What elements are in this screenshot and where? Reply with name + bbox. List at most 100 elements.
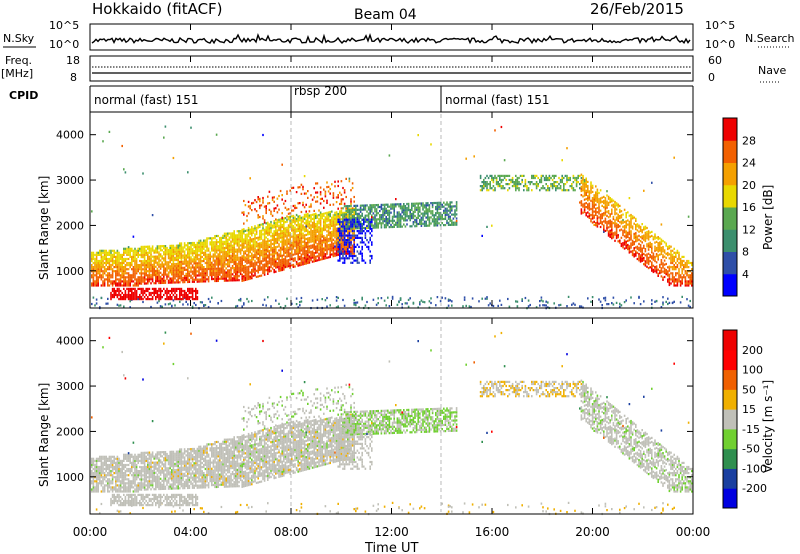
range-gate-cell: [361, 239, 363, 242]
range-gate-cell: [267, 246, 269, 249]
range-gate-cell: [199, 258, 202, 261]
range-gate-cell: [190, 250, 192, 253]
range-gate-cell: [118, 280, 120, 283]
range-gate-cell: [199, 272, 202, 275]
range-gate-cell: [515, 178, 517, 182]
range-gate-cell: [567, 178, 570, 182]
range-gate-cell: [279, 222, 282, 225]
range-gate-cell: [107, 272, 109, 275]
range-gate-cell: [219, 241, 221, 244]
range-gate-cell: [609, 231, 611, 234]
range-gate-cell: [358, 225, 360, 228]
range-gate-cell: [198, 243, 200, 246]
range-gate-cell: [396, 219, 399, 222]
range-gate-cell: [195, 303, 197, 307]
range-gate-cell: [182, 303, 184, 306]
range-gate-cell: [310, 220, 312, 223]
range-gate-cell: [227, 275, 229, 278]
range-gate-cell: [335, 250, 338, 253]
range-gate-cell: [150, 253, 152, 256]
range-gate-cell: [347, 223, 349, 226]
range-gate-cell: [108, 272, 111, 275]
range-gate-cell: [419, 214, 421, 217]
range-gate-cell: [323, 241, 325, 244]
range-gate-cell: [391, 225, 394, 229]
range-gate-cell: [235, 262, 237, 265]
range-gate-cell: [324, 190, 327, 193]
range-gate-cell: [265, 205, 267, 208]
range-gate-cell: [167, 281, 170, 284]
range-gate-cell: [239, 232, 242, 235]
range-gate-cell: [283, 225, 285, 228]
range-gate-cell: [327, 244, 330, 247]
range-gate-cell: [292, 225, 295, 228]
range-gate-cell: [307, 221, 309, 224]
range-gate-cell: [95, 278, 98, 281]
range-gate-cell: [167, 261, 170, 264]
range-gate-cell: [263, 245, 266, 248]
range-gate-cell: [126, 284, 128, 287]
range-gate-cell: [295, 297, 298, 300]
range-gate-cell: [233, 232, 235, 235]
range-gate-cell: [599, 300, 602, 303]
range-gate-cell: [347, 207, 349, 210]
range-gate-cell: [323, 222, 325, 226]
range-gate-cell: [435, 224, 437, 227]
range-gate-cell: [603, 206, 605, 209]
range-gate-cell: [179, 264, 181, 268]
range-gate-cell: [163, 277, 165, 280]
range-gate-cell: [244, 246, 247, 249]
range-gate-cell: [435, 218, 437, 221]
range-gate-cell: [444, 297, 447, 300]
range-gate-cell: [137, 268, 139, 271]
range-gate-cell: [251, 264, 253, 267]
range-gate-cell: [342, 242, 344, 245]
range-gate-cell: [398, 215, 400, 218]
range-gate-cell: [599, 217, 602, 220]
range-gate-cell: [289, 248, 291, 251]
range-gate-cell: [332, 255, 335, 258]
range-gate-cell: [308, 214, 311, 217]
range-gate-cell: [251, 256, 253, 259]
range-gate-cell: [351, 244, 354, 247]
range-gate-cell: [283, 260, 285, 263]
range-gate-cell: [188, 278, 191, 281]
range-gate-cell: [319, 193, 322, 196]
range-gate-cell: [307, 229, 309, 232]
range-gate-cell: [278, 257, 280, 260]
range-gate-cell: [91, 282, 93, 285]
range-gate-cell: [268, 229, 271, 232]
range-gate-cell: [491, 187, 493, 190]
range-gate-cell: [97, 251, 99, 254]
range-gate-cell: [127, 247, 130, 250]
range-gate-cell: [259, 215, 261, 219]
range-gate-cell: [339, 234, 341, 237]
range-gate-cell: [159, 267, 162, 270]
range-gate-cell: [220, 236, 223, 239]
range-gate-cell: [611, 228, 613, 232]
range-gate-cell: [254, 274, 256, 277]
range-gate-cell: [455, 223, 458, 226]
range-gate-cell: [132, 253, 135, 256]
range-gate-cell: [167, 265, 170, 268]
range-gate-cell: [374, 224, 376, 227]
range-gate-cell: [291, 221, 293, 224]
range-gate-cell: [319, 242, 322, 245]
range-gate-cell: [415, 218, 418, 222]
range-gate-cell: [254, 270, 256, 273]
range-gate-cell: [203, 243, 205, 246]
range-gate-cell: [383, 211, 386, 215]
range-gate-cell: [259, 197, 261, 200]
range-gate-cell: [185, 256, 187, 259]
range-gate-cell: [247, 233, 250, 236]
range-gate-cell: [353, 252, 355, 255]
range-gate-cell: [387, 213, 389, 216]
range-gate-cell: [518, 181, 520, 184]
range-gate-cell: [132, 272, 135, 275]
range-gate-cell: [335, 299, 338, 302]
range-gate-cell: [265, 252, 267, 255]
range-gate-cell: [175, 244, 178, 247]
range-gate-cell: [267, 254, 269, 257]
range-gate-cell: [441, 205, 443, 208]
range-gate-cell: [97, 261, 99, 265]
